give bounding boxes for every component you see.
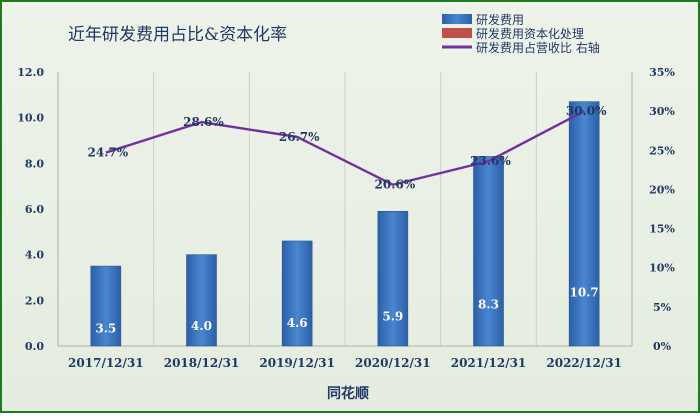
y-right-tick-label: 15%	[649, 223, 675, 236]
axes: 0.0 2.0 4.0 6.0 8.0 10.0 12.0 0% 5% 10% 15% 20% 25% 3…	[17, 66, 675, 370]
line-value-label: 26.7%	[279, 130, 320, 144]
bar-value-label: 10.7	[570, 285, 599, 299]
bar	[186, 254, 217, 347]
y-right-tick-label: 25%	[649, 144, 675, 157]
legend-label: 研发费用	[476, 12, 524, 27]
line-value-label: 28.6%	[183, 115, 224, 129]
line-value-label: 30.0%	[566, 104, 607, 118]
bar	[377, 210, 409, 347]
line-series	[105, 110, 585, 186]
data-labels: 3.5 4.0 4.6 5.9 8.3 10.7 24.7% 28.6% 26.7% 20.6% 2…	[88, 104, 608, 335]
y-right-tick-label: 10%	[649, 262, 675, 275]
y-right-tick-label: 35%	[649, 66, 675, 79]
bar	[473, 156, 504, 347]
legend-swatch-bar	[442, 28, 472, 38]
line-value-label: 20.6%	[375, 178, 416, 192]
bar	[281, 240, 313, 347]
line-value-label: 23.6%	[470, 154, 511, 168]
x-tick-label: 2022/12/31	[546, 356, 622, 370]
grid	[57, 72, 633, 346]
legend-label: 研发费用占营收比 右轴	[476, 40, 600, 55]
line-value-label: 24.7%	[88, 146, 129, 160]
y-right-tick-label: 5%	[653, 301, 672, 314]
legend-label: 研发费用资本化处理	[476, 26, 584, 41]
bar	[568, 101, 600, 347]
legend-swatch-bar	[442, 14, 472, 24]
y-left-tick-label: 0.0	[25, 340, 44, 353]
bars	[90, 101, 600, 347]
y-right-tick-label: 0%	[653, 340, 672, 353]
bar-value-label: 4.6	[287, 316, 308, 330]
y-left-tick-label: 2.0	[25, 294, 44, 307]
x-tick-label: 2018/12/31	[164, 356, 240, 370]
bar-value-label: 5.9	[382, 309, 403, 323]
line-path	[105, 110, 585, 186]
y-left-tick-label: 6.0	[25, 203, 44, 216]
x-axis-title: 同花顺	[327, 385, 369, 402]
chart-title: 近年研发费用占比&资本化率	[68, 25, 287, 45]
y-right-tick-label: 20%	[649, 183, 675, 196]
bar-value-label: 4.0	[191, 319, 212, 333]
y-right-tick-label: 30%	[649, 105, 675, 118]
y-left-tick-label: 10.0	[17, 112, 44, 125]
y-left-tick-label: 4.0	[25, 249, 44, 262]
x-tick-label: 2020/12/31	[355, 356, 431, 370]
y-left-tick-label: 8.0	[25, 157, 44, 170]
bar-value-label: 8.3	[478, 297, 499, 311]
x-tick-label: 2021/12/31	[451, 356, 527, 370]
chart: 近年研发费用占比&资本化率 0.0 2.0 4.0 6.0 8.0 10.0 12.0 0% 5…	[17, 12, 675, 402]
x-tick-label: 2017/12/31	[68, 356, 144, 370]
bar-value-label: 3.5	[95, 321, 116, 335]
bar	[90, 265, 122, 347]
y-left-tick-label: 12.0	[17, 66, 44, 79]
x-tick-label: 2019/12/31	[259, 356, 335, 370]
